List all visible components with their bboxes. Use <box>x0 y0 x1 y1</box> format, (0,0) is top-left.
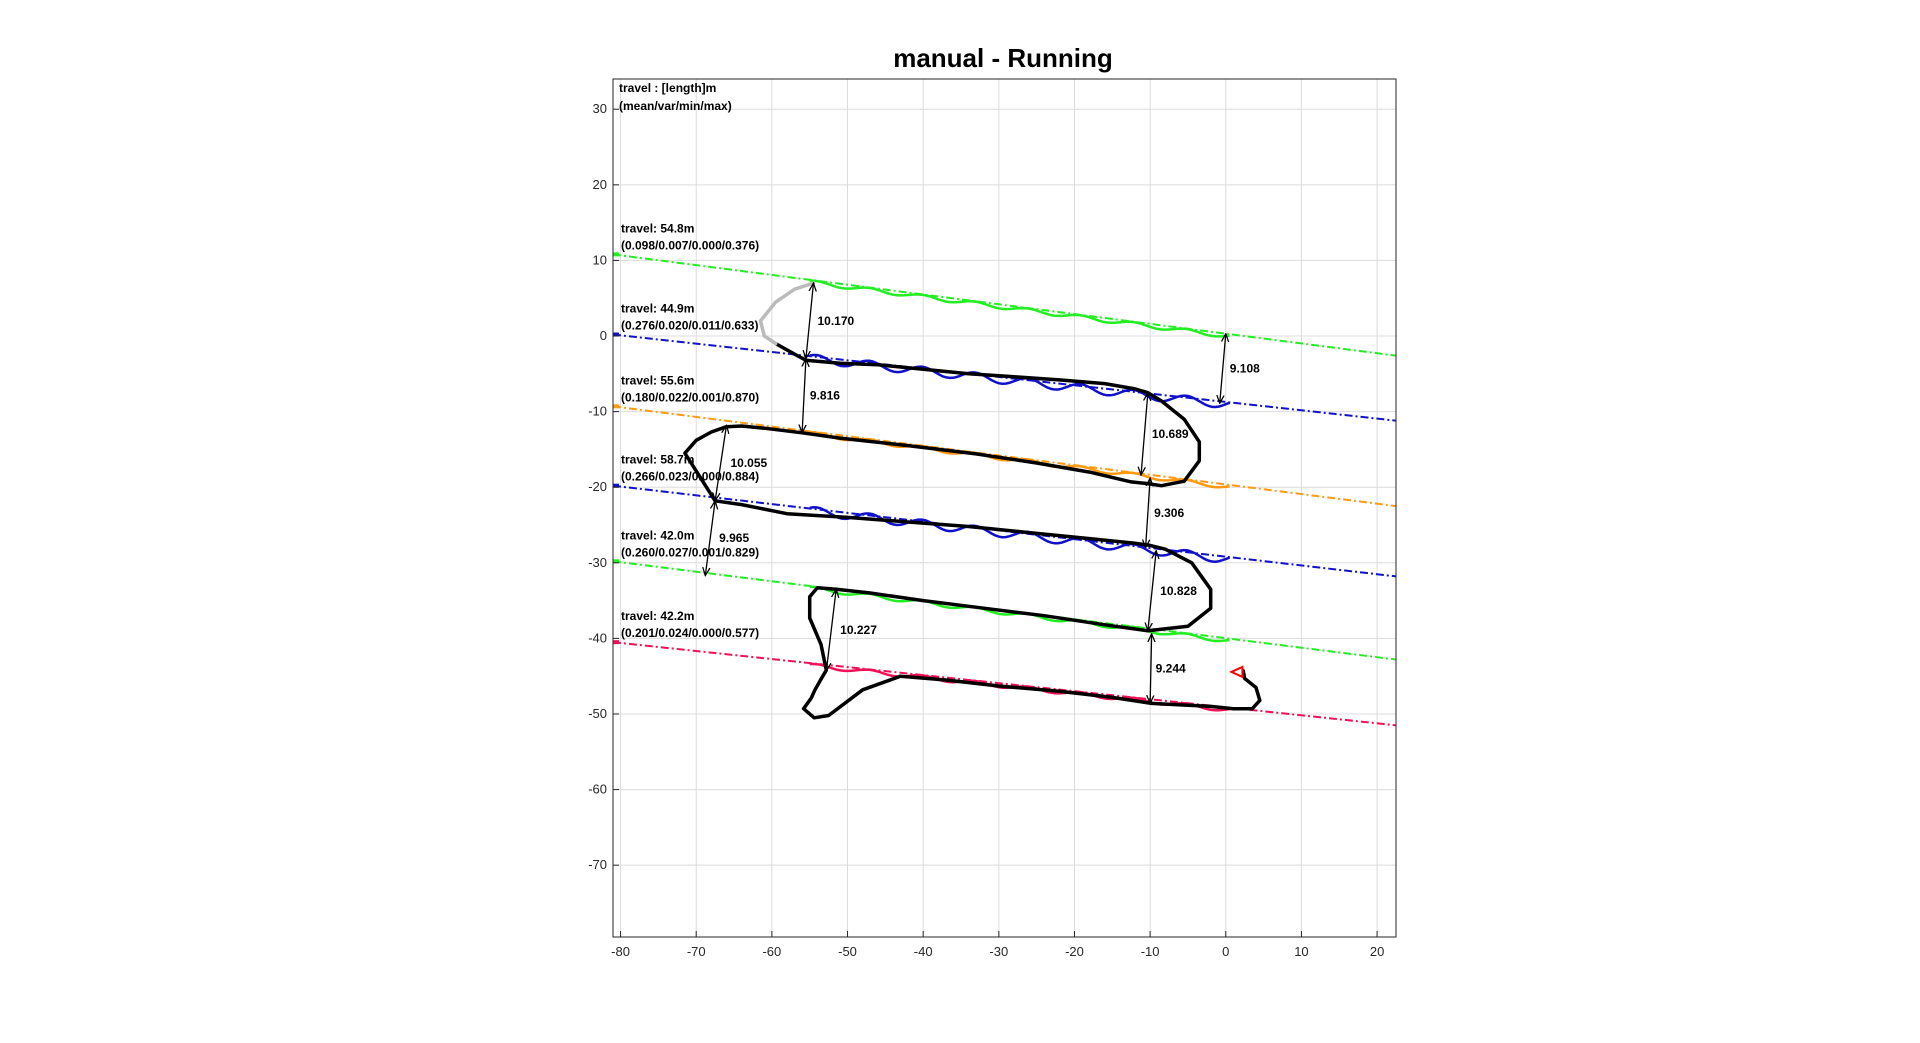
robot-path-group <box>683 281 1262 720</box>
series-line-6 <box>612 641 1397 727</box>
series-travel-label: travel: 55.6m <box>621 373 694 387</box>
distance-arrow <box>1146 478 1151 548</box>
series-stats-label: (0.098/0.007/0.000/0.376) <box>621 238 759 252</box>
y-tick-label: -60 <box>588 782 607 797</box>
x-tick-label: 10 <box>1294 944 1308 959</box>
distance-label: 9.108 <box>1230 362 1260 376</box>
series-line-5 <box>612 560 1397 661</box>
distance-label: 9.965 <box>719 531 749 545</box>
plot-area-border <box>612 78 1397 938</box>
series-start-mark <box>613 559 619 564</box>
x-tick-label: -40 <box>914 944 933 959</box>
distance-arrow <box>826 589 836 671</box>
distance-arrow <box>1150 634 1152 704</box>
x-tick-label: 20 <box>1370 944 1384 959</box>
series-line-3 <box>612 405 1397 508</box>
series-stats-label: (0.201/0.024/0.000/0.577) <box>621 626 759 640</box>
distance-arrow <box>1148 551 1156 631</box>
series-stats-label: (0.180/0.022/0.001/0.870) <box>621 390 759 404</box>
series-travel-label: travel: 44.9m <box>621 302 694 316</box>
distance-label: 9.816 <box>810 389 840 403</box>
series-travel-label: travel: 54.8m <box>621 221 694 235</box>
series-line-4 <box>612 484 1397 578</box>
x-tick-label: -50 <box>838 944 857 959</box>
y-tick-label: 0 <box>600 328 607 343</box>
distance-arrow <box>715 425 726 501</box>
x-tick-label: -20 <box>1065 944 1084 959</box>
legend-header-line-2: (mean/var/min/max) <box>619 99 732 113</box>
series-line-2 <box>612 333 1397 422</box>
legend-header-line-1: travel : [length]m <box>619 81 716 95</box>
y-tick-label: 20 <box>593 177 607 192</box>
y-tick-label: -70 <box>588 857 607 872</box>
series-travel-label: travel: 42.0m <box>621 528 694 542</box>
axis-ticks-group: -80 -70 -60 -50 -40 -30 -20 -10 0 10 20 30 20 10 0 -10 -… <box>588 101 1384 959</box>
distance-label: 10.055 <box>730 456 767 470</box>
x-tick-label: 0 <box>1222 944 1229 959</box>
distance-arrow <box>806 283 814 359</box>
series-stats-label: (0.260/0.027/0.001/0.829) <box>621 545 759 559</box>
series-start-mark <box>613 483 619 488</box>
x-tick-label: -10 <box>1141 944 1160 959</box>
distance-label: 9.244 <box>1156 662 1186 676</box>
robot-path <box>683 341 1262 720</box>
distance-label: 10.689 <box>1152 427 1189 441</box>
grid <box>613 79 1396 937</box>
series-travel-label: travel: 42.2m <box>621 609 694 623</box>
distance-arrow <box>802 359 806 433</box>
series-start-mark <box>613 332 619 337</box>
distance-arrow <box>705 501 715 576</box>
distance-arrow <box>1220 334 1226 404</box>
x-tick-label: -60 <box>762 944 781 959</box>
series-stats-label: (0.266/0.023/0.000/0.884) <box>621 470 759 484</box>
series-travel-label: travel: 58.7m <box>621 453 694 467</box>
series-start-mark <box>613 640 619 645</box>
distance-label: 9.306 <box>1154 506 1184 520</box>
y-tick-label: 30 <box>593 101 607 116</box>
y-tick-label: -10 <box>588 404 607 419</box>
series-trace-1 <box>809 279 1230 338</box>
series-line-1 <box>612 253 1397 357</box>
x-tick-label: -30 <box>989 944 1008 959</box>
distance-arrow <box>1141 393 1148 475</box>
series-labels-group: travel: 54.8m (0.098/0.007/0.000/0.376) tr… <box>621 221 759 640</box>
y-tick-label: -20 <box>588 479 607 494</box>
chart-title: manual - Running <box>893 43 1113 73</box>
y-tick-label: -50 <box>588 706 607 721</box>
distance-label: 10.170 <box>817 314 854 328</box>
y-tick-label: -40 <box>588 630 607 645</box>
y-tick-label: -30 <box>588 555 607 570</box>
y-tick-label: 10 <box>593 252 607 267</box>
series-start-mark <box>613 404 619 409</box>
series-start-mark <box>613 252 619 257</box>
series-stats-label: (0.276/0.020/0.011/0.633) <box>621 319 758 333</box>
start-marker-icon <box>1228 665 1244 679</box>
x-tick-label: -80 <box>611 944 630 959</box>
distance-label: 10.227 <box>840 623 877 637</box>
x-tick-label: -70 <box>687 944 706 959</box>
robot-path-start-segment <box>758 281 816 346</box>
distance-arrows-group: 10.170 9.108 9.816 10.689 10.055 9.306 9.965 10… <box>705 283 1260 703</box>
distance-label: 10.828 <box>1160 584 1197 598</box>
